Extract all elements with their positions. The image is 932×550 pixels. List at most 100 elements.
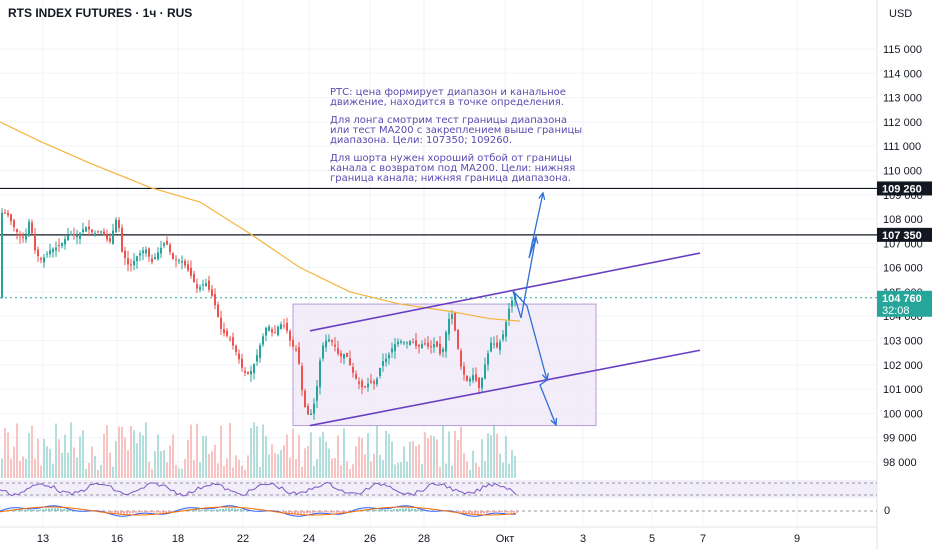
volume-bar (268, 454, 270, 478)
candle-body (454, 312, 456, 331)
x-tick-label: 9 (794, 533, 800, 545)
volume-bar (76, 457, 78, 478)
volume-bar (298, 435, 300, 478)
volume-bar (79, 436, 81, 478)
candle-body (220, 317, 222, 329)
macd-signal-line (0, 506, 517, 516)
candle-body (70, 234, 72, 236)
candle-body (376, 378, 378, 385)
volume-bar (181, 468, 183, 478)
macd-hist-bar (243, 509, 245, 512)
candle-body (112, 230, 114, 245)
volume-bar (412, 441, 414, 478)
macd-hist-bar (198, 509, 200, 512)
volume-bar (91, 446, 93, 478)
volume-bar (121, 426, 123, 478)
candle-body (190, 267, 192, 276)
candle-body (82, 229, 84, 233)
macd-hist-bar (480, 511, 482, 514)
volume-bar (340, 465, 342, 478)
candle-body (319, 360, 321, 388)
volume-bar (262, 424, 264, 478)
macd-hist-bar (396, 508, 398, 512)
macd-hist-bar (213, 509, 215, 512)
macd-hist-bar (459, 511, 461, 513)
y-tick-label: 113 000 (883, 93, 922, 105)
volume-bar (400, 462, 402, 478)
macd-hist-bar (192, 509, 194, 512)
candle-body (22, 236, 24, 238)
macd-hist-bar (405, 508, 407, 512)
candle-body (106, 235, 108, 240)
candle-body (235, 345, 237, 352)
candle-body (355, 374, 357, 379)
candle-body (160, 247, 162, 254)
macd-hist-bar (495, 511, 497, 513)
macd-hist-bar (21, 509, 23, 512)
macd-hist-bar (207, 509, 209, 512)
volume-bar (343, 428, 345, 478)
annotation-line-1: РТС: цена формирует диапазон и канальное (330, 87, 566, 98)
volume-bar (136, 443, 138, 478)
volume-bar (154, 451, 156, 478)
candle-body (403, 342, 405, 344)
volume-bar (193, 459, 195, 478)
macd-hist-bar (507, 511, 509, 513)
candle-body (247, 371, 249, 374)
candle-body (109, 238, 111, 242)
macd-hist-bar (237, 508, 239, 512)
volume-bar (397, 462, 399, 478)
volume-bar (259, 466, 261, 478)
annotation-line-10: граница канала; нижняя граница диапазона… (330, 173, 571, 184)
macd-hist-bar (324, 511, 326, 513)
volume-bar (127, 450, 129, 478)
candle-body (511, 300, 513, 307)
candle-body (28, 221, 30, 236)
candle-body (499, 341, 501, 351)
volume-bar (379, 454, 381, 478)
candle-body (4, 212, 6, 214)
candle-body (145, 249, 147, 254)
rsi-line (0, 481, 517, 497)
x-tick-label: Окт (496, 533, 515, 545)
volume-bar (25, 458, 27, 478)
candle-body (475, 374, 477, 381)
volume-bar (163, 449, 165, 478)
candle-body (409, 341, 411, 345)
macd-hist-bar (318, 511, 320, 513)
candle-body (358, 381, 360, 384)
volume-bar (196, 423, 198, 478)
volume-bar (289, 457, 291, 478)
candle-body (88, 226, 90, 230)
volume-bar (283, 445, 285, 478)
last-price-timer: 32:08 (882, 305, 910, 317)
macd-hist-bar (333, 511, 335, 513)
volume-bar (247, 455, 249, 478)
volume-bar (409, 441, 411, 478)
volume-bar (301, 466, 303, 478)
candle-body (463, 366, 465, 375)
volume-bar (307, 446, 309, 478)
candle-body (151, 258, 153, 262)
candle-body (298, 347, 300, 364)
volume-bar (388, 433, 390, 478)
candle-body (277, 326, 279, 336)
volume-bar (310, 432, 312, 478)
macd-hist-bar (492, 511, 494, 513)
candle-body (418, 345, 420, 347)
macd-hist-bar (345, 511, 347, 513)
volume-bar (424, 432, 426, 478)
volume-bar (451, 465, 453, 478)
volume-bar (490, 434, 492, 478)
candle-body (46, 253, 48, 255)
macd-hist-bar (162, 511, 164, 513)
volume-bar (106, 425, 108, 478)
y-tick-label: 111 000 (883, 141, 921, 153)
candle-body (91, 229, 93, 233)
volume-bar (85, 468, 87, 478)
y-tick-label: 106 000 (883, 263, 923, 275)
candle-body (349, 358, 351, 366)
volume-bar (232, 467, 234, 478)
candle-body (397, 341, 399, 345)
last-price-label: 104 760 (882, 293, 922, 305)
